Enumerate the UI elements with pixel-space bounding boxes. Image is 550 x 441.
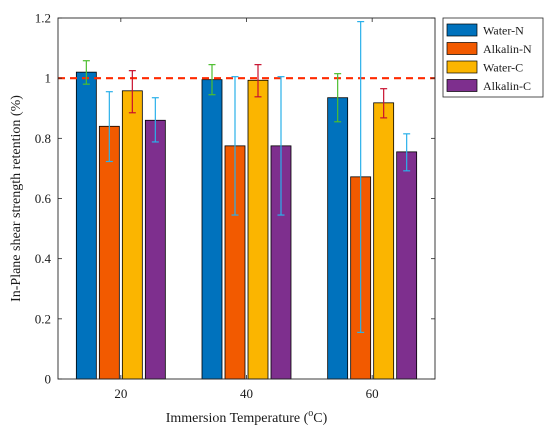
legend-swatch-water-c: [446, 60, 478, 74]
bar-alkalin-n-20: [98, 125, 120, 380]
axes-group: 20 40 60 0 0.2 0.4 0.6 0.8 1 1.2 Immersion Tempera…: [9, 11, 436, 426]
y-tick-label: 1.2: [35, 11, 51, 26]
error-bars-group: [82, 21, 411, 333]
bar-alkalin-c-60: [396, 151, 418, 380]
legend-swatch-alkalin-c: [446, 79, 478, 92]
y-tick-label: 0.4: [35, 251, 52, 266]
y-tick-label: 0: [45, 372, 52, 387]
bar-water-n-20: [75, 71, 97, 380]
error-bar-water-n-40: [208, 64, 216, 96]
error-bar-alkalin-c-60: [403, 133, 411, 172]
bar-alkalin-c-20: [144, 119, 166, 380]
x-tick-label: 60: [366, 386, 379, 401]
x-tick-label: 40: [240, 386, 253, 401]
error-bar-alkalin-c-20: [151, 97, 159, 143]
x-axis-title-main: Immersion Temperature (: [166, 411, 309, 426]
error-bar-alkalin-n-60: [357, 21, 365, 333]
y-tick-label: 0.8: [35, 131, 51, 146]
error-bar-water-c-40: [254, 64, 262, 98]
error-bar-water-c-20: [128, 70, 136, 114]
bar-water-c-20: [121, 90, 143, 380]
error-bar-water-n-20: [82, 60, 90, 85]
error-bar-water-n-60: [334, 73, 342, 123]
legend-label-water-c: Water-C: [483, 61, 523, 75]
bar-water-n-60: [327, 97, 349, 380]
legend-swatch-alkalin-n: [446, 42, 478, 55]
legend-swatch-water-n: [446, 23, 478, 37]
x-axis-title-superscript: o: [308, 408, 313, 419]
error-bar-alkalin-c-40: [277, 76, 285, 216]
legend: Water-N Alkalin-N Water-C Alkalin-C: [442, 17, 544, 98]
y-tick-label: 1: [45, 71, 52, 86]
y-axis-title: In-Plane shear strength retention (%): [9, 95, 24, 302]
y-tick-label: 0.2: [35, 311, 51, 326]
bar-water-c-60: [373, 102, 395, 380]
legend-label-alkalin-c: Alkalin-C: [483, 79, 531, 93]
error-bar-water-c-60: [380, 88, 388, 119]
bar-water-n-40: [201, 79, 223, 380]
bar-water-c-40: [247, 79, 269, 380]
legend-label-water-n: Water-N: [483, 24, 524, 38]
error-bar-alkalin-n-20: [105, 91, 113, 163]
x-tick-label: 20: [114, 386, 127, 401]
error-bar-alkalin-n-40: [231, 76, 239, 216]
y-tick-label: 0.6: [35, 191, 52, 206]
x-axis-title: Immersion Temperature (oC): [166, 408, 328, 426]
x-axis-title-unit: C): [313, 411, 327, 426]
legend-label-alkalin-n: Alkalin-N: [483, 42, 532, 56]
